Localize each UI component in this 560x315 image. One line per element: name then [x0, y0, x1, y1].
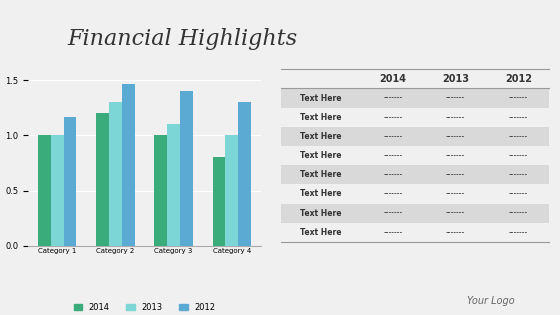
Bar [238, 102, 251, 246]
Text: -------: ------- [509, 113, 528, 122]
Text: -------: ------- [383, 228, 403, 237]
Bar [63, 117, 76, 246]
Bar [281, 203, 549, 223]
Text: Text Here: Text Here [300, 189, 342, 198]
Text: -------: ------- [509, 94, 528, 103]
Bar [281, 127, 549, 146]
Bar [281, 146, 549, 165]
Bar [122, 83, 134, 246]
Text: Your Logo: Your Logo [468, 295, 515, 306]
Text: Text Here: Text Here [300, 151, 342, 160]
Text: Text Here: Text Here [300, 170, 342, 179]
Bar [281, 165, 549, 184]
Bar [109, 102, 122, 246]
Text: -------: ------- [383, 94, 403, 103]
Text: 2012: 2012 [505, 74, 532, 84]
Bar [180, 91, 193, 246]
Bar [225, 135, 238, 246]
Text: -------: ------- [509, 151, 528, 160]
Text: Text Here: Text Here [300, 132, 342, 141]
Text: -------: ------- [383, 189, 403, 198]
Text: -------: ------- [509, 170, 528, 179]
Text: -------: ------- [383, 209, 403, 218]
Text: -------: ------- [383, 132, 403, 141]
Text: Financial Highlights: Financial Highlights [67, 28, 297, 50]
Text: Text Here: Text Here [300, 94, 342, 103]
Text: 2013: 2013 [442, 74, 469, 84]
Bar [96, 113, 109, 246]
Text: -------: ------- [446, 189, 465, 198]
Text: -------: ------- [446, 94, 465, 103]
Bar [281, 108, 549, 127]
Bar [213, 158, 225, 246]
Bar [155, 135, 167, 246]
Text: -------: ------- [509, 132, 528, 141]
Text: -------: ------- [509, 209, 528, 218]
Text: Text Here: Text Here [300, 209, 342, 218]
Bar [281, 89, 549, 108]
Text: -------: ------- [509, 228, 528, 237]
Text: Text Here: Text Here [300, 228, 342, 237]
Text: -------: ------- [446, 209, 465, 218]
Text: -------: ------- [446, 228, 465, 237]
Bar [281, 184, 549, 203]
Text: -------: ------- [446, 170, 465, 179]
Bar [167, 124, 180, 246]
Text: -------: ------- [446, 113, 465, 122]
Text: -------: ------- [383, 170, 403, 179]
Bar [281, 223, 549, 242]
Text: -------: ------- [446, 151, 465, 160]
Text: -------: ------- [509, 189, 528, 198]
Bar [51, 135, 63, 246]
Text: Text Here: Text Here [300, 113, 342, 122]
Bar [38, 135, 51, 246]
Text: -------: ------- [446, 132, 465, 141]
Legend: 2014, 2013, 2012: 2014, 2013, 2012 [71, 299, 218, 315]
Text: 2014: 2014 [379, 74, 406, 84]
Text: -------: ------- [383, 151, 403, 160]
Text: -------: ------- [383, 113, 403, 122]
